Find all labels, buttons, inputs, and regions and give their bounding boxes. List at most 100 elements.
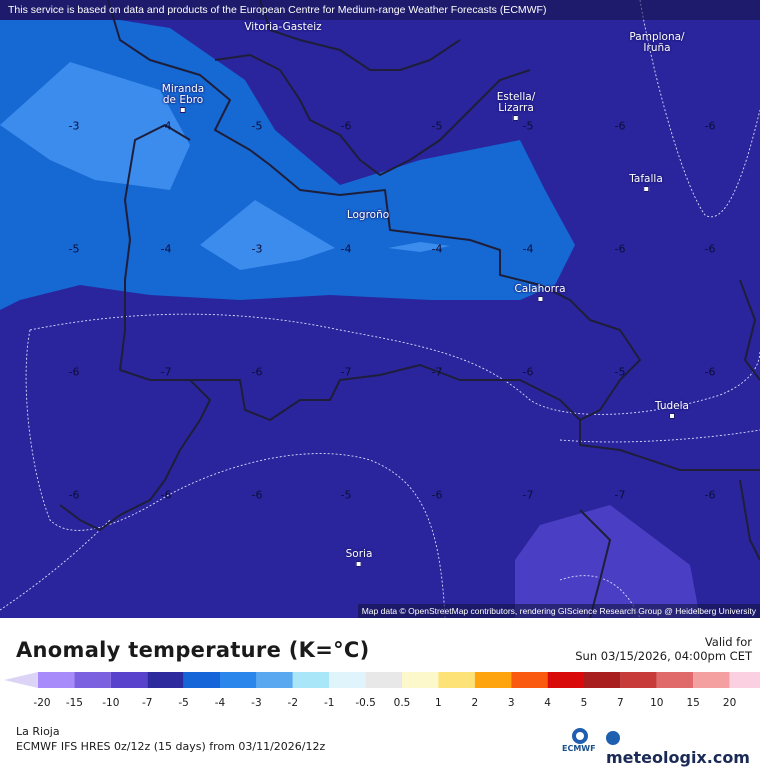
scale-tick-label: -3 <box>251 697 261 709</box>
grid-value: -5 <box>614 365 626 379</box>
scale-swatch <box>38 672 75 688</box>
city-label: Vitoria-Gasteiz <box>244 21 322 33</box>
scale-swatch <box>147 672 184 688</box>
scale-tick-label: -7 <box>142 697 152 709</box>
anomaly-band-minus4-sliver <box>388 242 450 252</box>
grid-value: -3 <box>68 119 80 133</box>
grid-value: -5 <box>68 242 80 256</box>
scale-tick-label: 20 <box>723 697 736 709</box>
grid-value: -6 <box>340 119 352 133</box>
map-svg <box>0 0 760 618</box>
grid-value: -6 <box>68 365 80 379</box>
anomaly-band-minus4 <box>0 62 190 190</box>
city-label: Miranda de Ebro <box>161 83 205 106</box>
legend-panel: Anomaly temperature (K=°C) Valid for Sun… <box>0 618 760 767</box>
scale-tick-label: -10 <box>102 697 119 709</box>
grid-value: -5 <box>522 119 534 133</box>
grid-value: -6 <box>614 242 626 256</box>
legend-title: Anomaly temperature (K=°C) <box>16 638 370 662</box>
city-marker <box>642 186 649 192</box>
grid-value: -4 <box>431 242 443 256</box>
map-area[interactable]: This service is based on data and produc… <box>0 0 760 618</box>
grid-value: -6 <box>251 488 263 502</box>
city-marker <box>179 107 186 113</box>
grid-value: -7 <box>431 365 443 379</box>
scale-tick-label: -15 <box>66 697 83 709</box>
scale-arrow-left <box>4 672 38 688</box>
ecmwf-logo-icon <box>572 728 588 744</box>
city-miranda-de-ebro: Miranda de Ebro <box>162 84 204 113</box>
region-name: La Rioja <box>16 725 60 738</box>
scale-tick-label: 3 <box>508 697 515 709</box>
grid-value: -6 <box>614 119 626 133</box>
grid-value: -7 <box>340 365 352 379</box>
ecmwf-logo-text: ECMWF <box>562 744 596 753</box>
grid-value: -5 <box>251 119 263 133</box>
grid-value: -3 <box>251 242 263 256</box>
grid-value: -6 <box>522 365 534 379</box>
city-label: Soria <box>345 548 373 560</box>
meteologix-brand[interactable]: meteologix.com <box>606 729 760 767</box>
scale-tick-label: 7 <box>617 697 624 709</box>
meteologix-logo-icon <box>606 731 620 745</box>
scale-swatch <box>110 672 148 688</box>
grid-value: -6 <box>704 488 716 502</box>
grid-value: -4 <box>522 242 534 256</box>
scale-swatch <box>256 672 293 688</box>
city-tafalla: Tafalla <box>629 174 663 192</box>
scale-tick-label: 1 <box>435 697 442 709</box>
city-label: Tudela <box>655 400 689 412</box>
city-label: Pamplona/ Iruña <box>629 31 685 54</box>
anomaly-band-minus4-logrono <box>200 200 335 270</box>
scale-tick-label: -1 <box>324 697 334 709</box>
scale-tick-label: 15 <box>687 697 700 709</box>
scale-tick-label: -2 <box>288 697 298 709</box>
city-label: Tafalla <box>629 173 663 185</box>
scale-tick-label: -4 <box>215 697 226 709</box>
scale-tick-label: -0.5 <box>355 697 376 709</box>
grid-value: -6 <box>251 365 263 379</box>
scale-swatch <box>547 672 584 688</box>
grid-value: -5 <box>431 119 443 133</box>
grid-value: -4 <box>340 242 352 256</box>
grid-value: -4 <box>160 242 172 256</box>
scale-swatch <box>74 672 111 688</box>
anomaly-band-minus7 <box>515 505 700 618</box>
scale-swatch <box>329 672 366 688</box>
city-estella: Estella/ Lizarra <box>496 91 536 121</box>
city-calahorra: Calahorra <box>514 283 566 302</box>
region-borders <box>59 0 760 618</box>
grid-value: -6 <box>704 119 716 133</box>
city-label: Calahorra <box>514 283 566 295</box>
scale-swatch <box>693 672 730 688</box>
city-label: Estella/ Lizarra <box>496 91 536 114</box>
city-soria: Soria <box>345 548 373 567</box>
scale-swatch <box>220 672 257 688</box>
city-marker <box>537 296 543 302</box>
grid-value: -7 <box>160 365 172 379</box>
grid-value: -5 <box>340 488 352 502</box>
valid-time: Sun 03/15/2026, 04:00pm CET <box>575 649 752 663</box>
scale-tick-label: 5 <box>581 697 588 709</box>
grid-value: -6 <box>160 488 172 502</box>
scale-tick-label: 0.5 <box>394 697 411 709</box>
grid-value: -4 <box>160 119 172 133</box>
model-info: ECMWF IFS HRES 0z/12z (15 days) from 03/… <box>16 740 326 753</box>
scale-tick-label: 4 <box>544 697 551 709</box>
ecmwf-notice: This service is based on data and produc… <box>0 0 760 20</box>
valid-label: Valid for <box>704 635 752 649</box>
scale-tick-label: -20 <box>33 697 50 709</box>
city-pamplona: Pamplona/ Iruña <box>629 32 684 54</box>
scale-swatch <box>474 672 512 688</box>
scale-swatch <box>656 672 694 688</box>
map-attribution[interactable]: Map data © OpenStreetMap contributors, r… <box>357 604 760 618</box>
city-marker <box>513 115 519 121</box>
scale-swatch <box>402 672 439 688</box>
scale-swatch <box>183 672 220 688</box>
grid-value: -7 <box>614 488 626 502</box>
scale-tick-label: -5 <box>178 697 188 709</box>
scale-swatch <box>365 672 402 688</box>
scale-tick-label: 2 <box>471 697 478 709</box>
grid-value: -6 <box>431 488 443 502</box>
grid-value: -7 <box>522 488 534 502</box>
